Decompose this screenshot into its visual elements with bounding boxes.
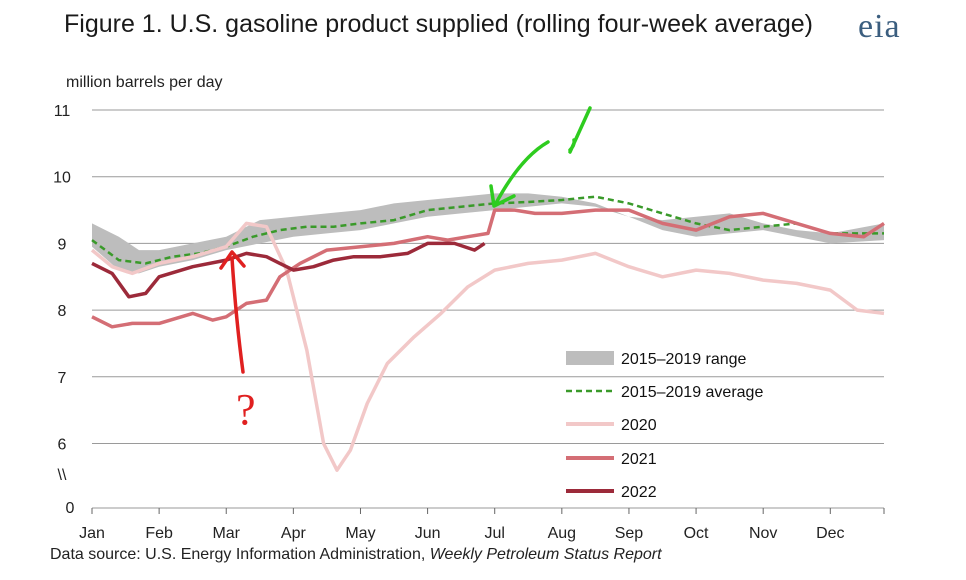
x-tick-label: Nov [749,525,777,542]
legend-label: 2020 [621,417,657,434]
source-prefix: Data source: U.S. Energy Information Adm… [50,546,430,563]
series-line-2021 [91,208,885,329]
legend-label: 2022 [621,484,657,501]
y-tick-label: 6 [58,437,67,454]
legend: 2015–2019 range 2015–2019 average 2020 2021… [566,351,763,501]
x-tick-label: Apr [281,525,307,542]
legend-label: 2015–2019 average [621,384,763,401]
legend-label: 2021 [621,451,657,468]
source-report: Weekly Petroleum Status Report [429,546,662,563]
green-arrow-annotation [493,140,550,207]
green-check-annotation [568,106,592,154]
y-tick-label: 8 [58,303,67,320]
y-tick-label: 7 [58,370,67,387]
axis-break-mark: \\ [58,467,67,484]
range-band-area [92,193,884,274]
range-band-layer [92,193,884,274]
y-tick-labels: 11 10 9 8 7 6 0 \\ [53,103,74,517]
red-arrow-annotation [230,256,245,374]
x-tick-label: Mar [212,525,240,542]
y-tick-label: 0 [66,500,75,517]
x-tick-label: Jun [415,525,441,542]
x-tick-label: May [345,525,375,542]
red-arrowhead [219,250,246,270]
series-line-2015-2019-average [91,195,884,265]
y-axis-units: million barrels per day [66,74,223,91]
green-arrowhead [489,184,516,208]
x-tick-label: Oct [684,525,709,542]
x-tick-label: Aug [548,525,576,542]
x-tick-label: Jul [484,525,504,542]
x-tick-label: Jan [79,525,105,542]
red-question-mark: ? [236,385,256,434]
eia-logo: eia [858,8,901,45]
x-tick-label: Feb [145,525,173,542]
grid-lines [92,109,884,509]
y-tick-label: 11 [54,103,71,120]
legend-swatch-range [566,351,614,365]
series-lines [90,195,885,472]
series-line-2022 [91,241,486,299]
data-source: Data source: U.S. Energy Information Adm… [50,546,662,564]
x-tick-label: Sep [615,525,644,542]
chart-title: Figure 1. U.S. gasoline product supplied… [64,10,813,38]
legend-label: 2015–2019 range [621,351,747,368]
series-line-2020 [90,221,885,472]
x-tick-label: Dec [816,525,844,542]
hand-annotations: ? [219,106,592,434]
y-tick-label: 10 [53,170,71,187]
y-tick-label: 9 [58,236,67,253]
x-tick-labels: Jan Feb Mar Apr May Jun Jul Aug Sep Oct Nov Dec [79,508,885,542]
